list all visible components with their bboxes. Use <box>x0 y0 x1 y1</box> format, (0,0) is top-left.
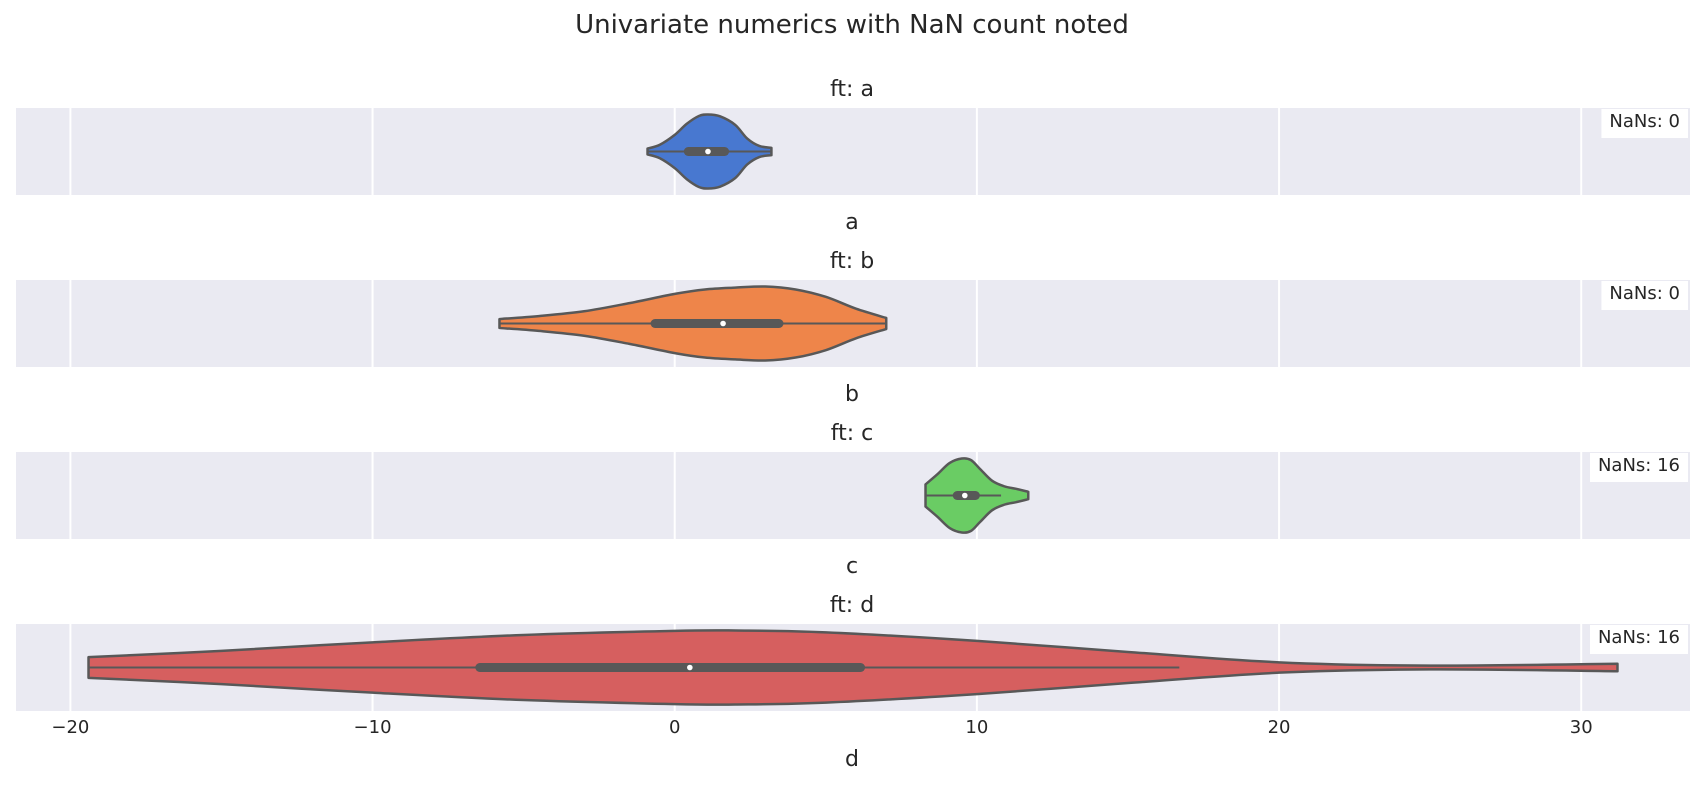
median-point <box>720 320 726 327</box>
panel-title: ft: c <box>831 421 874 446</box>
x-tick-label: 0 <box>669 717 680 738</box>
panels-group: ft: a NaNs: 0 a ft: b NaNs: 0 b ft: c NaNs: 16 c… <box>16 77 1690 772</box>
x-axis-label: d <box>845 747 859 772</box>
nan-count-text: NaNs: 16 <box>1598 627 1680 648</box>
plot-area <box>16 452 1690 539</box>
x-tick-label: 10 <box>965 717 988 738</box>
x-tick-label: −10 <box>354 717 392 738</box>
x-tick-label: 20 <box>1268 717 1291 738</box>
panel-d: ft: d NaNs: 16 d −20 −10 0 10 20 30 <box>16 593 1690 772</box>
nan-box <box>1589 453 1688 482</box>
nan-count-text: NaNs: 0 <box>1609 283 1680 304</box>
iqr-box <box>475 663 866 672</box>
nan-count-text: NaNs: 0 <box>1609 111 1680 132</box>
nan-annotation: NaNs: 16 <box>1589 453 1688 482</box>
plot-area <box>16 108 1690 195</box>
median-point <box>962 492 968 499</box>
x-axis-label: c <box>846 554 858 579</box>
nan-annotation: NaNs: 0 <box>1601 109 1688 138</box>
x-axis-label: a <box>845 210 858 235</box>
nan-box <box>1589 625 1688 654</box>
panel-c: ft: c NaNs: 16 c <box>16 421 1690 579</box>
nan-annotation: NaNs: 0 <box>1601 281 1688 310</box>
nan-box <box>1601 109 1688 138</box>
median-point <box>705 148 711 155</box>
iqr-box <box>650 319 784 328</box>
x-axis-label: b <box>845 382 859 407</box>
nan-box <box>1601 281 1688 310</box>
figure-title: Univariate numerics with NaN count noted <box>575 10 1129 40</box>
x-tick-label: −20 <box>51 717 89 738</box>
panel-title: ft: d <box>830 593 874 618</box>
x-tick-label: 30 <box>1570 717 1593 738</box>
panel-title: ft: b <box>830 249 874 274</box>
nan-count-text: NaNs: 16 <box>1598 455 1680 476</box>
panel-a: ft: a NaNs: 0 a <box>16 77 1690 235</box>
median-point <box>687 664 693 671</box>
panel-b: ft: b NaNs: 0 b <box>16 249 1690 407</box>
panel-title: ft: a <box>830 77 874 102</box>
nan-annotation: NaNs: 16 <box>1589 625 1688 654</box>
